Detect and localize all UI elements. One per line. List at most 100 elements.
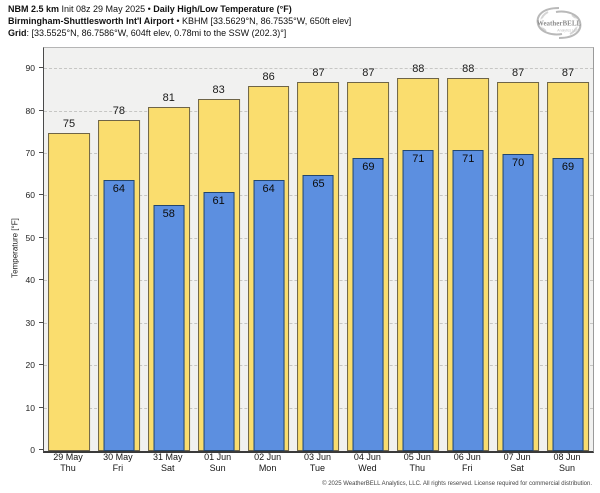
day-column-05-jun: 88 71 [393, 48, 443, 451]
x-tick-day: Sun [559, 463, 576, 473]
x-tick-label-06-jun: 06 Jun Fri [442, 452, 492, 474]
high-value-label: 87 [512, 66, 525, 79]
y-tick-mark-70 [39, 152, 43, 154]
x-tick-date: 06 Jun [453, 452, 481, 462]
low-value-label: 65 [312, 178, 325, 191]
low-bar: 70 [502, 154, 534, 451]
day-column-04-jun: 87 69 [343, 48, 393, 451]
x-tick-date: 07 Jun [503, 452, 531, 462]
x-axis: 29 May Thu 30 May Fri 31 May Sat 01 Jun Sun 02 J… [43, 452, 592, 478]
low-bar: 71 [402, 149, 434, 451]
x-tick-label-29-may: 29 May Thu [43, 452, 93, 474]
x-tick-date: 03 Jun [303, 452, 331, 462]
y-axis: 0 10 20 30 40 50 60 70 80 90 [0, 47, 43, 455]
high-value-label: 88 [412, 62, 425, 75]
x-tick-label-02-jun: 02 Jun Mon [243, 452, 293, 474]
y-tick-label-10: 10 [25, 402, 35, 413]
x-tick-day: Sat [510, 463, 524, 473]
logo-subtext: Analytics LLC [557, 29, 579, 33]
x-tick-date: 04 Jun [353, 452, 381, 462]
x-tick-label-01-jun: 01 Jun Sun [193, 452, 243, 474]
low-bar: 71 [452, 149, 484, 451]
high-value-label: 87 [561, 66, 575, 79]
x-tick-label-07-jun: 07 Jun Sat [492, 452, 542, 474]
x-tick-label-05-jun: 05 Jun Thu [392, 452, 442, 474]
y-tick-label-40: 40 [25, 275, 35, 286]
y-tick-label-20: 20 [25, 360, 35, 371]
high-value-label: 88 [462, 62, 475, 75]
header-line-station: Birmingham-Shuttlesworth Int'l Airport •… [8, 15, 351, 27]
x-tick-day: Sun [209, 463, 226, 473]
low-bar: 69 [352, 158, 384, 451]
day-column-29-may: 75 [44, 48, 94, 451]
day-column-31-may: 81 58 [144, 48, 194, 451]
y-tick-label-80: 80 [25, 105, 35, 116]
day-column-08-jun: 87 69 [543, 48, 593, 451]
high-bar [48, 132, 90, 451]
station-name: Birmingham-Shuttlesworth Int'l Airport [8, 16, 174, 26]
day-column-02-jun: 86 64 [244, 48, 294, 451]
x-tick-day: Wed [358, 463, 377, 473]
low-value-label: 69 [561, 161, 575, 174]
chart-header: NBM 2.5 km Init 08z 29 May 2025 • Daily … [8, 3, 351, 39]
low-value-label: 69 [362, 161, 375, 174]
low-bar: 65 [303, 175, 334, 451]
y-tick-label-0: 0 [30, 445, 35, 455]
x-tick-date: 08 Jun [553, 452, 581, 462]
low-value-label: 61 [212, 195, 225, 208]
high-value-label: 87 [362, 66, 375, 79]
weatherbell-swirl-icon: WeatherBELL Analytics LLC [536, 7, 581, 39]
low-value-label: 71 [462, 152, 475, 165]
x-tick-day: Mon [258, 463, 277, 473]
header-line-grid: Grid: [33.5525°N, 86.7586°W, 604ft elev,… [8, 27, 351, 39]
low-value-label: 71 [412, 152, 425, 165]
low-bar: 64 [253, 179, 285, 451]
low-bar: 58 [153, 204, 185, 451]
grid-label: Grid [8, 28, 27, 38]
x-tick-label-08-jun: 08 Jun Sun [542, 452, 592, 474]
high-value-label: 87 [312, 66, 325, 79]
y-tick-mark-0 [39, 449, 43, 450]
y-tick-mark-30 [39, 321, 43, 323]
x-tick-date: 29 May [53, 452, 83, 462]
high-value-label: 86 [262, 71, 275, 84]
gridline-90 [44, 68, 593, 70]
x-tick-label-31-may: 31 May Sat [143, 452, 193, 474]
copyright-text: © 2025 WeatherBELL Analytics, LLC. All r… [322, 481, 592, 487]
x-tick-day: Fri [112, 463, 124, 473]
high-value-label: 83 [212, 83, 225, 96]
x-tick-label-03-jun: 03 Jun Tue [293, 452, 343, 474]
y-tick-mark-60 [39, 194, 43, 196]
x-tick-label-04-jun: 04 Jun Wed [342, 452, 392, 474]
x-tick-date: 01 Jun [204, 452, 232, 462]
high-value-label: 81 [162, 92, 175, 105]
product-title: Daily High/Low Temperature (°F) [153, 4, 292, 14]
plot-area: 75 78 64 81 58 83 61 86 64 87 65 87 69 88 71 88 71 87 70 87… [43, 47, 594, 453]
x-tick-label-30-may: 30 May Fri [93, 452, 143, 474]
day-column-07-jun: 87 70 [493, 48, 543, 451]
x-tick-date: 30 May [103, 452, 133, 462]
weatherbell-logo: WeatherBELL Analytics LLC [528, 4, 590, 42]
low-bar: 61 [203, 192, 235, 451]
model-name: NBM 2.5 km [8, 4, 60, 14]
low-value-label: 64 [112, 182, 125, 195]
header-line-model: NBM 2.5 km Init 08z 29 May 2025 • Daily … [8, 3, 351, 15]
y-tick-mark-20 [39, 364, 43, 366]
y-tick-mark-10 [39, 406, 43, 408]
y-tick-label-50: 50 [25, 232, 35, 243]
station-meta: • KBHM [33.5629°N, 86.7535°W, 650ft elev… [173, 16, 352, 26]
y-tick-mark-90 [39, 67, 43, 69]
y-tick-mark-40 [39, 279, 43, 281]
y-tick-label-60: 60 [25, 190, 35, 201]
y-tick-label-90: 90 [25, 63, 35, 74]
y-tick-label-70: 70 [25, 148, 35, 159]
x-tick-date: 05 Jun [403, 452, 431, 462]
x-tick-day: Thu [409, 463, 426, 473]
x-tick-day: Tue [309, 463, 326, 473]
x-tick-day: Thu [60, 463, 76, 473]
day-column-01-jun: 83 61 [194, 48, 244, 451]
low-value-label: 64 [262, 182, 275, 195]
day-column-03-jun: 87 65 [294, 48, 344, 451]
x-tick-day: Fri [461, 463, 473, 473]
